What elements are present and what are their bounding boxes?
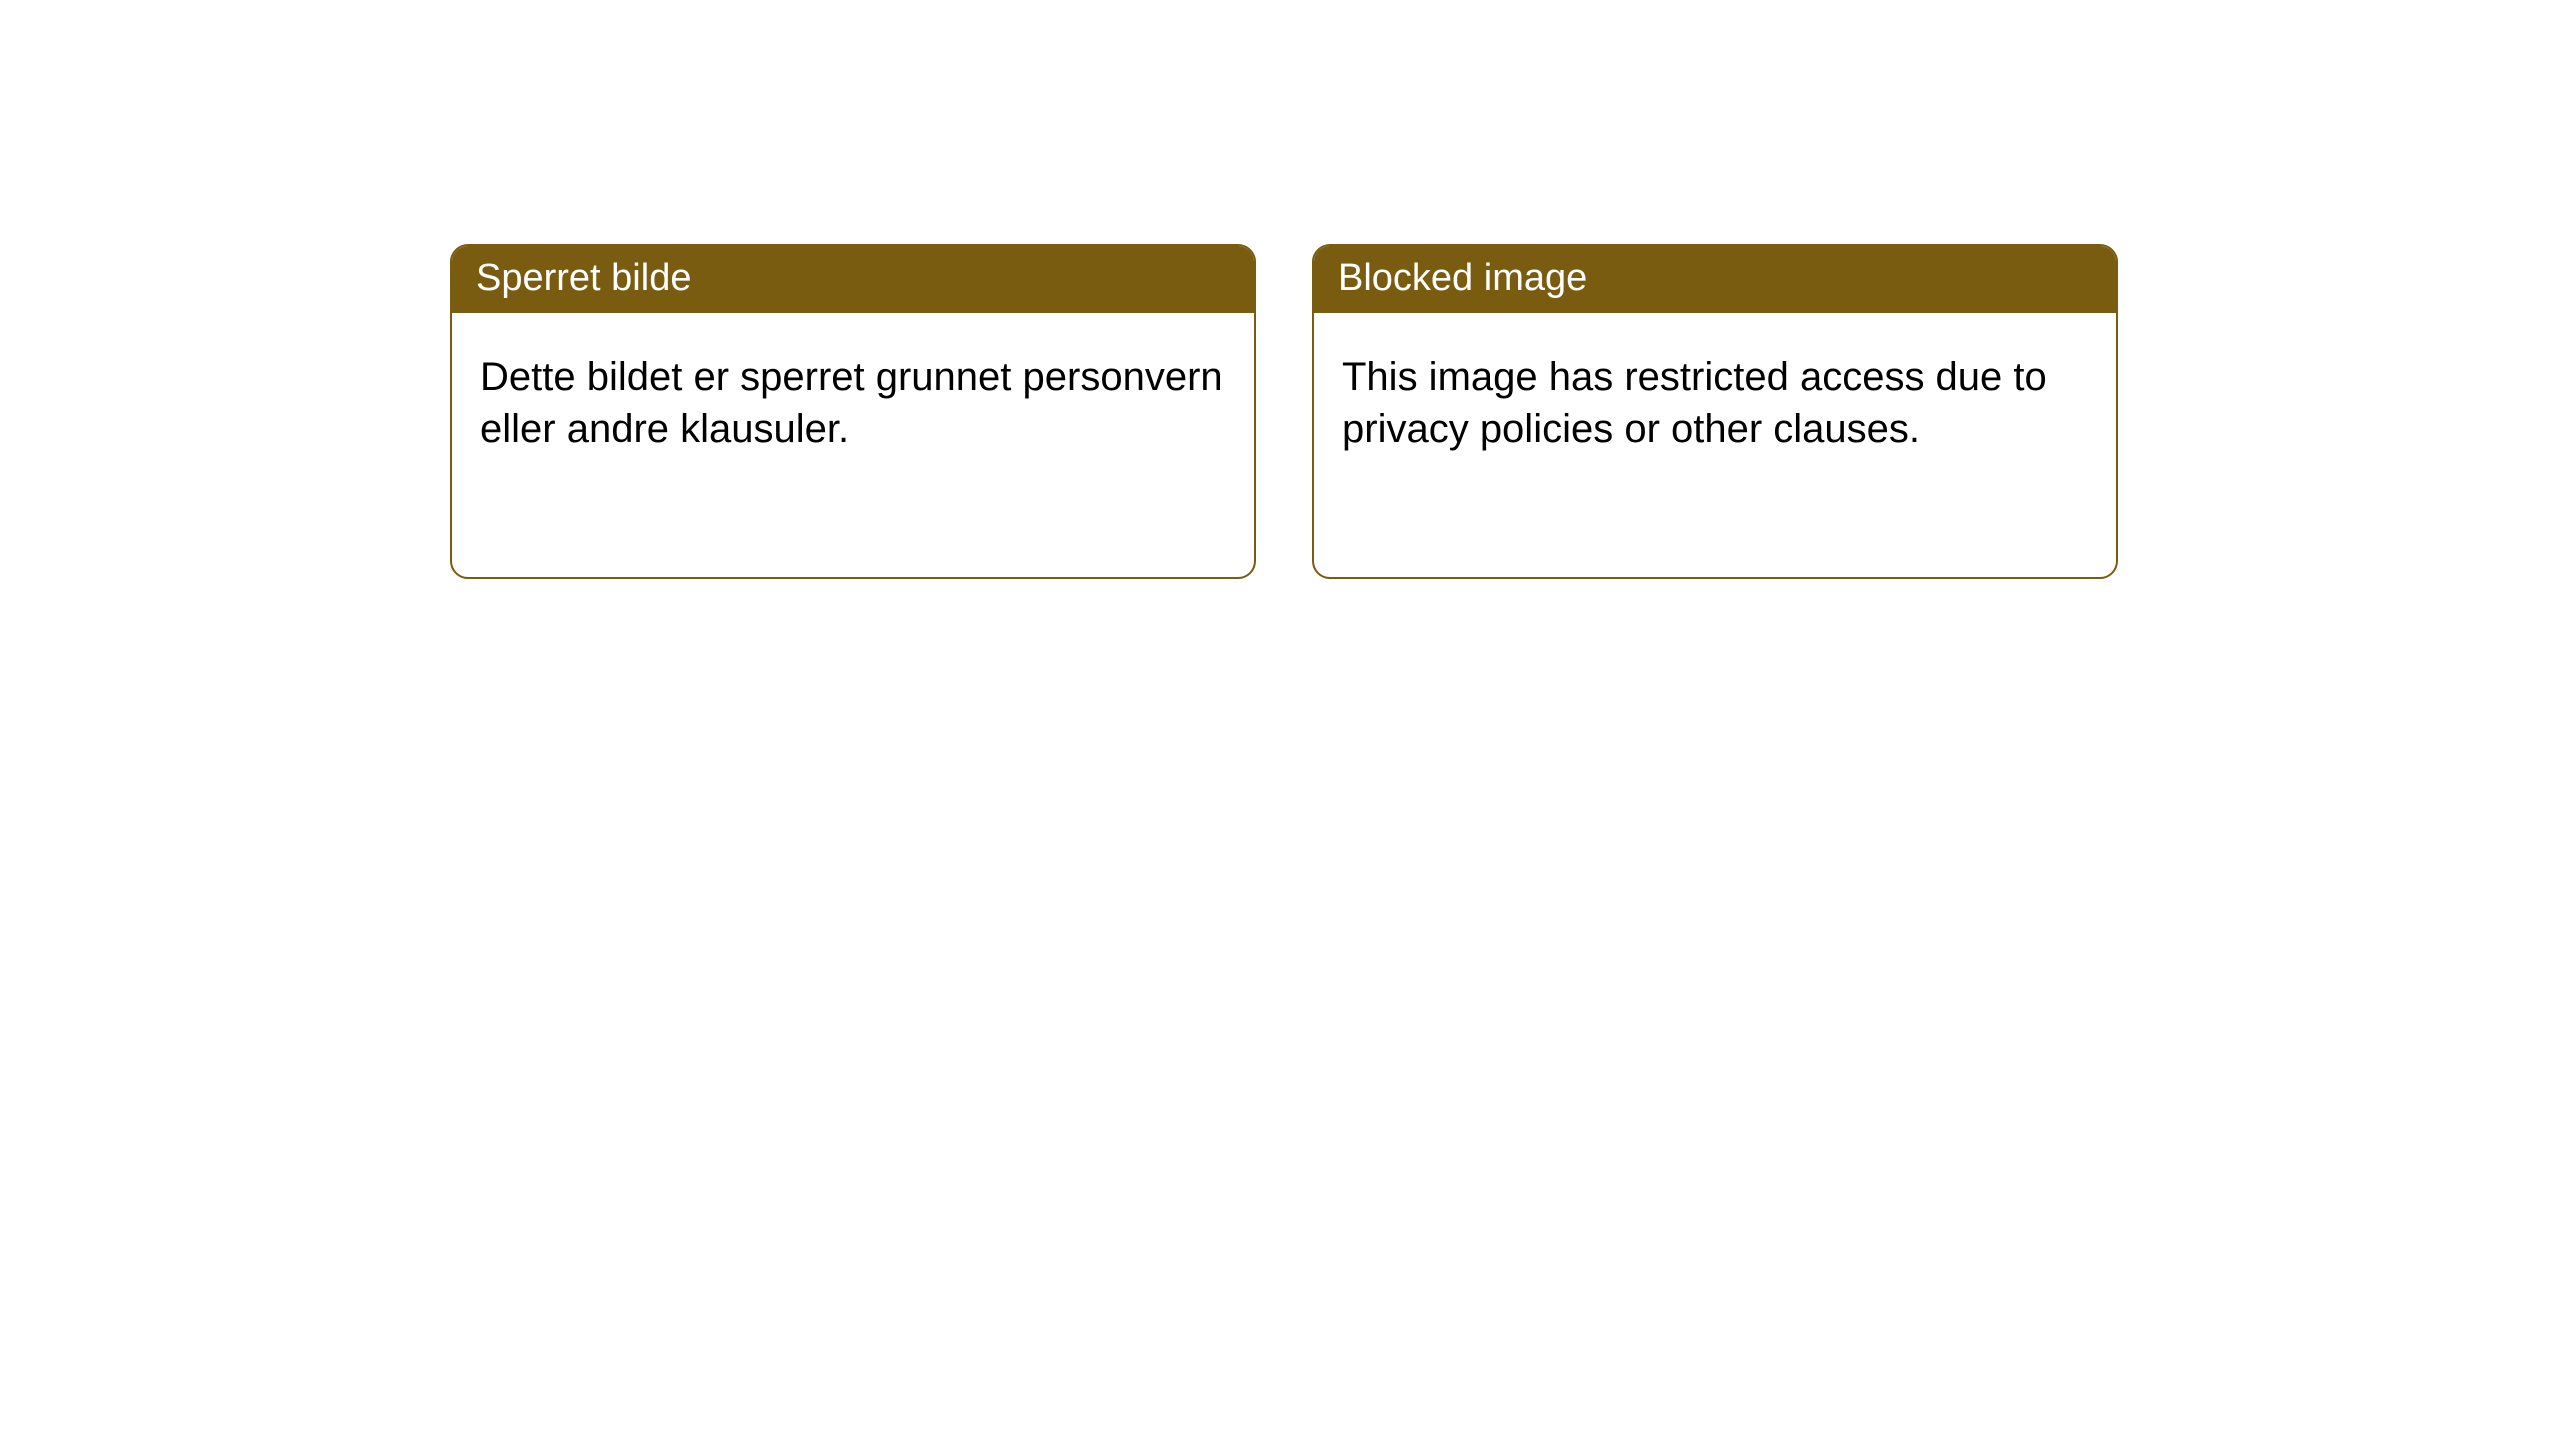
notice-header: Sperret bilde: [452, 246, 1254, 313]
notice-body: This image has restricted access due to …: [1314, 313, 2116, 493]
notice-header: Blocked image: [1314, 246, 2116, 313]
notice-title: Blocked image: [1338, 257, 1587, 299]
notice-title: Sperret bilde: [476, 257, 691, 299]
notice-body: Dette bildet er sperret grunnet personve…: [452, 313, 1254, 493]
notice-container: Sperret bilde Dette bildet er sperret gr…: [0, 0, 2560, 579]
notice-body-text: Dette bildet er sperret grunnet personve…: [480, 355, 1223, 451]
notice-card-norwegian: Sperret bilde Dette bildet er sperret gr…: [450, 244, 1256, 579]
notice-body-text: This image has restricted access due to …: [1342, 355, 2047, 451]
notice-card-english: Blocked image This image has restricted …: [1312, 244, 2118, 579]
